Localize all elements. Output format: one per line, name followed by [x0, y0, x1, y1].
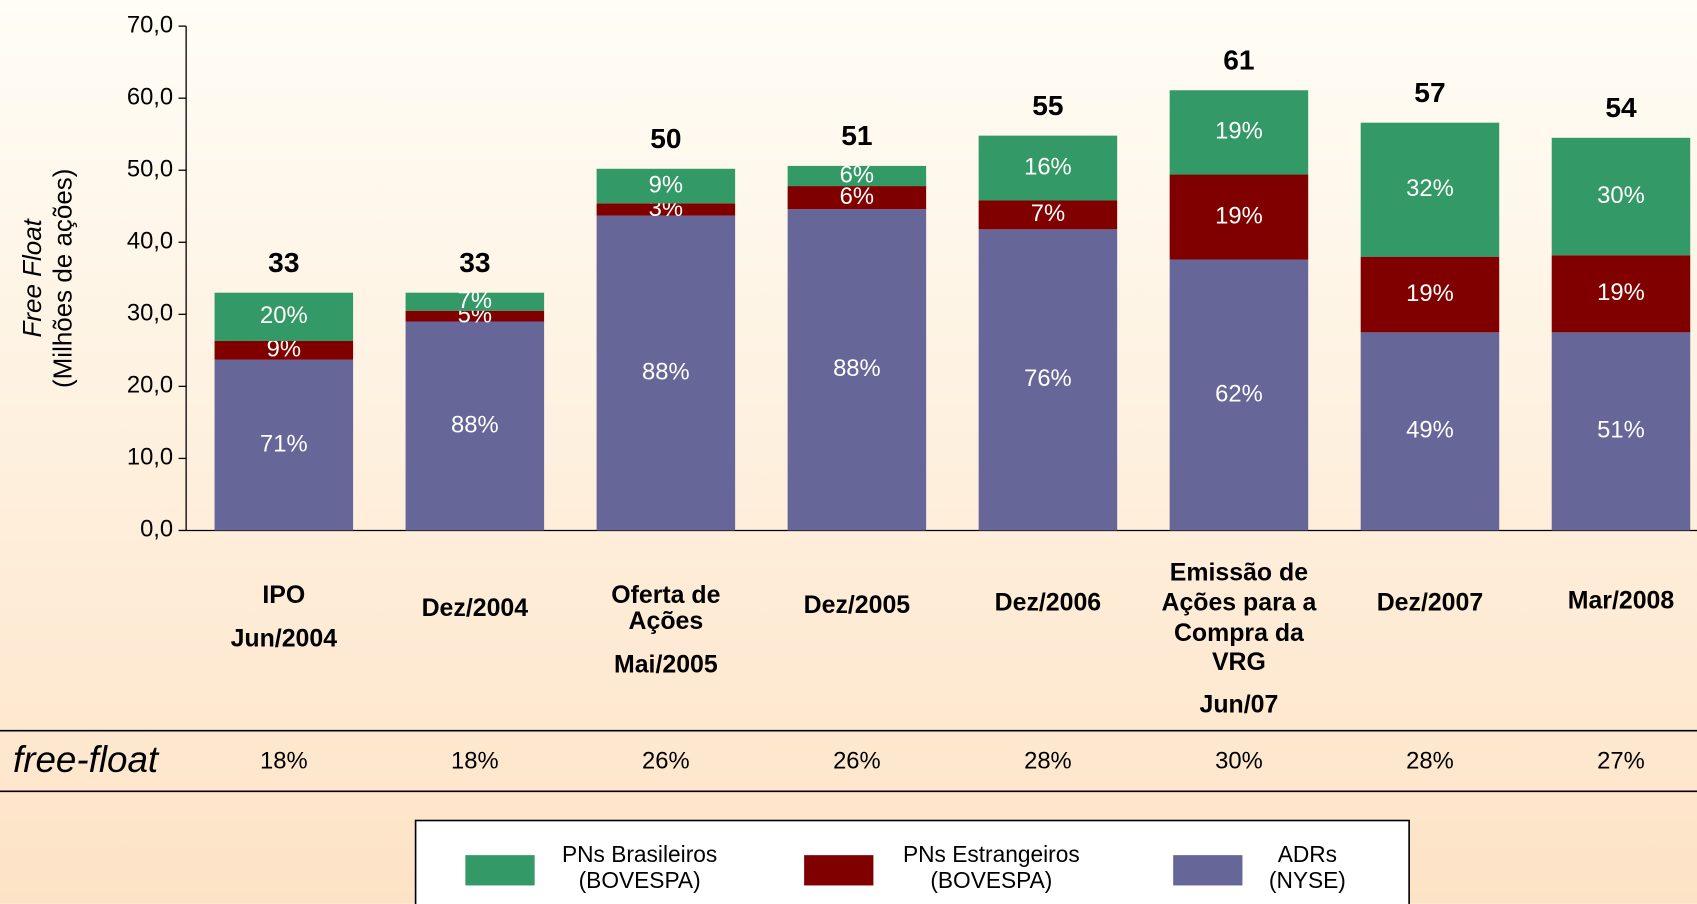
x-tick-label: Dez/2005	[804, 591, 911, 619]
legend-swatch	[804, 855, 874, 886]
bar-segment	[405, 310, 545, 322]
share-label: 19%	[1215, 202, 1263, 229]
y-tick-label: 60,0	[127, 83, 173, 110]
bar-segment	[1169, 259, 1309, 531]
share-label: 88%	[833, 355, 881, 382]
bar-segment	[978, 229, 1118, 531]
x-tick-label: Emissão de	[1170, 558, 1308, 586]
total-label: 61	[1223, 45, 1254, 76]
y-tick-label: 10,0	[127, 444, 173, 471]
share-label: 71%	[260, 430, 308, 457]
bar-segment	[214, 292, 354, 341]
share-label: 49%	[1406, 417, 1454, 444]
share-label: 88%	[642, 358, 690, 385]
share-label: 32%	[1406, 175, 1454, 202]
share-label: 62%	[1215, 380, 1263, 407]
bar-segment	[1360, 122, 1500, 257]
legend-swatch	[1173, 855, 1243, 886]
bar-segment	[1360, 256, 1500, 333]
share-label: 9%	[649, 171, 683, 198]
total-label: 50	[650, 123, 681, 154]
legend-box	[414, 819, 1410, 904]
y-tick-label: 0,0	[140, 516, 173, 543]
bar-segment	[214, 359, 354, 531]
x-tick-label: Compra da	[1174, 619, 1304, 647]
row-value: 27%	[1597, 747, 1645, 774]
total-label: 55	[1032, 90, 1063, 121]
share-label: 30%	[1597, 182, 1645, 209]
y-label-line: (Milhões de ações)	[47, 169, 77, 388]
bar-segment	[596, 168, 736, 204]
x-tick-label: Ações	[629, 607, 704, 635]
bar-segment	[1551, 255, 1691, 333]
total-label: 51	[841, 120, 872, 151]
row-value: 30%	[1215, 747, 1263, 774]
row-value: 26%	[642, 747, 690, 774]
legend-label: PNs Estrangeiros (BOVESPA)	[903, 841, 1080, 893]
bar-segment	[596, 203, 736, 216]
total-label: 33	[459, 247, 490, 278]
share-label: 19%	[1215, 118, 1263, 145]
x-tick-label: Dez/2004	[422, 594, 529, 622]
x-tick-label: Ações para a	[1161, 589, 1316, 617]
bar-segment	[978, 200, 1118, 230]
row-value: 28%	[1024, 747, 1072, 774]
bar-segment	[1360, 332, 1500, 531]
share-label: 19%	[1406, 280, 1454, 307]
y-axis-label: Free Float(Milhões de ações)	[17, 169, 77, 388]
bar-segment	[214, 340, 354, 360]
x-tick-label: Dez/2006	[995, 589, 1101, 617]
total-label: 57	[1414, 77, 1445, 108]
y-tick-label: 30,0	[127, 300, 173, 327]
bar-segment	[1169, 174, 1309, 260]
legend-label: ADRs (NYSE)	[1269, 841, 1346, 893]
bar-segment	[787, 186, 927, 210]
y-tick-label: 50,0	[127, 156, 173, 183]
bar-segment	[978, 135, 1118, 201]
bar-segment	[787, 165, 927, 187]
x-tick-label: VRG	[1212, 648, 1266, 676]
row-value: 28%	[1406, 747, 1454, 774]
y-label-line: Free Float	[17, 217, 47, 337]
x-tick-label: Jun/2004	[231, 624, 338, 652]
x-tick-label: Mar/2008	[1568, 586, 1675, 614]
bar-segment	[596, 215, 736, 531]
share-label: 7%	[458, 287, 492, 314]
row-value: 18%	[260, 747, 308, 774]
total-label: 54	[1605, 92, 1637, 123]
x-tick-label: Dez/2007	[1377, 589, 1483, 617]
legend-label: PNs Brasileiros (BOVESPA)	[562, 841, 717, 893]
x-tick-label: Oferta de	[611, 581, 720, 609]
share-label: 20%	[260, 302, 308, 329]
share-label: 16%	[1024, 153, 1072, 180]
row-title: free-float	[13, 739, 160, 780]
share-label: 88%	[451, 411, 499, 438]
share-label: 51%	[1597, 417, 1645, 444]
row-value: 18%	[451, 747, 499, 774]
bar-segment	[1169, 90, 1309, 175]
bar-segment	[405, 321, 545, 531]
x-tick-label: Mai/2005	[614, 650, 718, 678]
y-tick-label: 70,0	[127, 11, 173, 38]
bar-segment	[1551, 332, 1691, 531]
bar-segment	[405, 292, 545, 311]
row-value: 26%	[833, 747, 881, 774]
share-label: 7%	[1031, 200, 1065, 227]
legend-swatch	[465, 855, 535, 886]
share-label: 19%	[1597, 279, 1645, 306]
x-tick-label: Jun/07	[1200, 690, 1279, 718]
share-label: 76%	[1024, 365, 1072, 392]
share-label: 6%	[840, 183, 874, 210]
y-tick-label: 20,0	[127, 372, 173, 399]
total-label: 33	[268, 247, 299, 278]
bar-segment	[787, 209, 927, 531]
share-label: 6%	[840, 161, 874, 188]
bar-segment	[1551, 137, 1691, 256]
x-tick-label: IPO	[262, 581, 305, 609]
y-tick-label: 40,0	[127, 228, 173, 255]
